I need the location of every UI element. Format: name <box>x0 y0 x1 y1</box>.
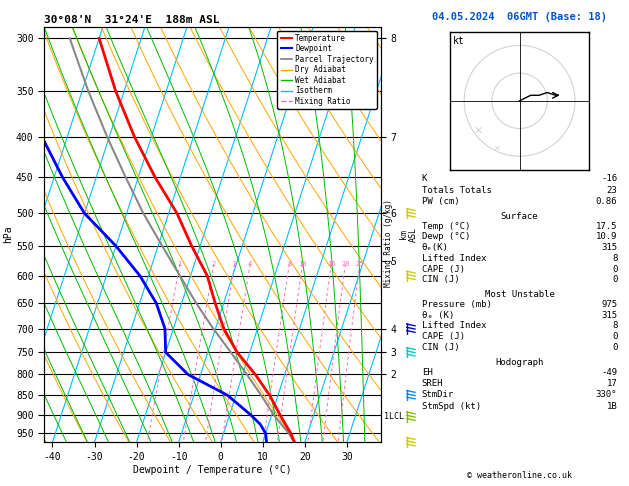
Text: 3: 3 <box>233 261 237 267</box>
Text: Surface: Surface <box>501 212 538 221</box>
Text: Mixing Ratio (g/kg): Mixing Ratio (g/kg) <box>384 199 393 287</box>
Text: 8: 8 <box>612 321 617 330</box>
Text: 1B: 1B <box>606 401 617 411</box>
Text: © weatheronline.co.uk: © weatheronline.co.uk <box>467 471 572 480</box>
Text: θₑ (K): θₑ (K) <box>422 311 454 320</box>
Text: 8: 8 <box>612 254 617 263</box>
Text: CIN (J): CIN (J) <box>422 343 459 352</box>
Text: CIN (J): CIN (J) <box>422 276 459 284</box>
Text: kt: kt <box>453 36 465 46</box>
Text: 1LCL: 1LCL <box>384 412 404 421</box>
Text: 25: 25 <box>355 261 364 267</box>
Text: ✕: ✕ <box>473 126 482 136</box>
Text: 975: 975 <box>601 299 617 309</box>
Text: Temp (°C): Temp (°C) <box>422 222 470 230</box>
Text: K: K <box>422 174 427 183</box>
Text: 30°08'N  31°24'E  188m ASL: 30°08'N 31°24'E 188m ASL <box>44 15 220 25</box>
Text: 4: 4 <box>248 261 252 267</box>
Text: PW (cm): PW (cm) <box>422 197 459 206</box>
Text: 0: 0 <box>612 343 617 352</box>
Text: 17: 17 <box>606 379 617 388</box>
Text: 2: 2 <box>211 261 216 267</box>
Text: 0: 0 <box>612 276 617 284</box>
Text: 23: 23 <box>606 186 617 194</box>
Text: 20: 20 <box>341 261 350 267</box>
Legend: Temperature, Dewpoint, Parcel Trajectory, Dry Adiabat, Wet Adiabat, Isotherm, Mi: Temperature, Dewpoint, Parcel Trajectory… <box>277 31 377 109</box>
Text: StmSpd (kt): StmSpd (kt) <box>422 401 481 411</box>
Text: Lifted Index: Lifted Index <box>422 254 486 263</box>
Text: Lifted Index: Lifted Index <box>422 321 486 330</box>
Text: 16: 16 <box>327 261 335 267</box>
Text: Totals Totals: Totals Totals <box>422 186 492 194</box>
Text: 8: 8 <box>287 261 291 267</box>
Text: 17.5: 17.5 <box>596 222 617 230</box>
Text: -16: -16 <box>601 174 617 183</box>
Text: EH: EH <box>422 368 433 377</box>
Text: 0: 0 <box>612 332 617 342</box>
Text: 315: 315 <box>601 311 617 320</box>
Text: 10: 10 <box>298 261 307 267</box>
Text: StmDir: StmDir <box>422 390 454 399</box>
Text: ✕: ✕ <box>494 144 501 153</box>
Text: 04.05.2024  06GMT (Base: 18): 04.05.2024 06GMT (Base: 18) <box>432 12 607 22</box>
Text: CAPE (J): CAPE (J) <box>422 265 465 274</box>
X-axis label: Dewpoint / Temperature (°C): Dewpoint / Temperature (°C) <box>133 465 292 475</box>
Y-axis label: hPa: hPa <box>3 226 13 243</box>
Text: Most Unstable: Most Unstable <box>484 290 555 299</box>
Y-axis label: km
ASL: km ASL <box>399 227 418 242</box>
Text: 0: 0 <box>612 265 617 274</box>
Text: CAPE (J): CAPE (J) <box>422 332 465 342</box>
Text: 330°: 330° <box>596 390 617 399</box>
Text: SREH: SREH <box>422 379 443 388</box>
Text: Hodograph: Hodograph <box>496 358 543 367</box>
Text: Dewp (°C): Dewp (°C) <box>422 232 470 242</box>
Text: Pressure (mb): Pressure (mb) <box>422 299 492 309</box>
Text: 1: 1 <box>177 261 182 267</box>
Text: 10.9: 10.9 <box>596 232 617 242</box>
Text: θₑ(K): θₑ(K) <box>422 243 448 252</box>
Text: -49: -49 <box>601 368 617 377</box>
Text: 315: 315 <box>601 243 617 252</box>
Text: 0.86: 0.86 <box>596 197 617 206</box>
